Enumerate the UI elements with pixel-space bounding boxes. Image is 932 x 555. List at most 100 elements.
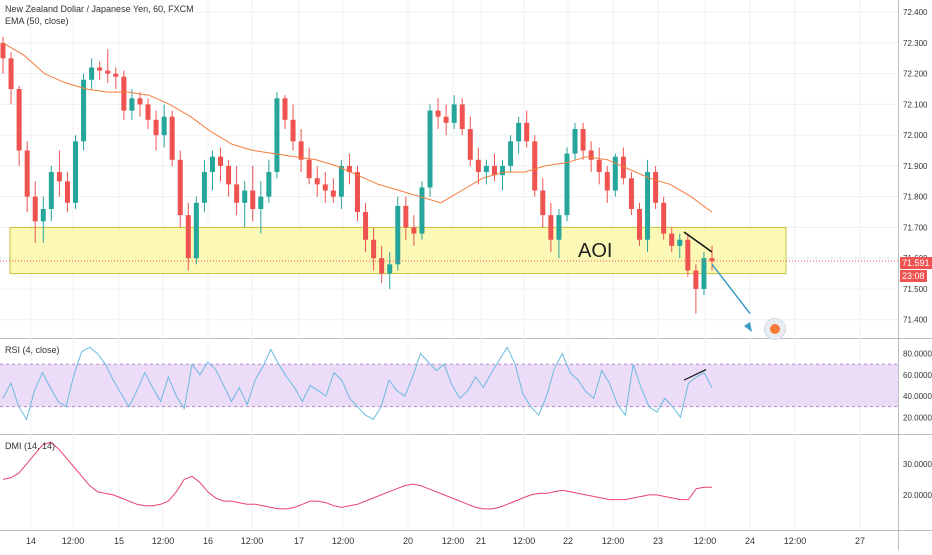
y-tick-label: 72.100 — [903, 100, 928, 109]
y-tick-label: 71.400 — [903, 316, 928, 325]
candle-body — [564, 153, 570, 216]
candle-body — [548, 215, 554, 240]
candle-body — [306, 159, 312, 179]
x-tick-label: 12:00 — [62, 536, 85, 546]
candle-body — [121, 76, 127, 111]
chart-title: New Zealand Dollar / Japanese Yen, 60, F… — [5, 4, 194, 14]
candle-body — [89, 67, 95, 80]
candle-body — [137, 98, 143, 105]
rsi-legend: RSI (4, close) — [5, 345, 60, 355]
rsi-band — [0, 364, 898, 407]
dmi-legend: DMI (14, 14) — [5, 441, 56, 451]
candle-body — [330, 190, 336, 197]
candle-body — [709, 258, 715, 262]
candle-body — [459, 104, 465, 130]
candle-body — [524, 122, 530, 142]
candle-body — [701, 258, 707, 289]
candle-body — [169, 116, 175, 160]
candle-body — [443, 116, 449, 123]
x-tick-label: 12:00 — [332, 536, 355, 546]
candle-body — [693, 270, 699, 289]
candle-body — [467, 129, 473, 160]
rsi-line — [2, 346, 713, 421]
rsi-tick-label: 40.0000 — [903, 392, 932, 401]
candle-body — [201, 172, 207, 203]
x-tick-label: 12:00 — [784, 536, 807, 546]
candle-body — [73, 141, 79, 203]
candle-body — [161, 116, 167, 136]
candle-body — [427, 110, 433, 188]
candle-body — [435, 110, 441, 117]
dmi-line — [2, 441, 712, 510]
y-tick-label: 71.500 — [903, 285, 928, 294]
x-tick-label: 12:00 — [442, 536, 465, 546]
y-tick-label: 72.400 — [903, 8, 928, 17]
candle-body — [258, 196, 264, 209]
candle-body — [298, 141, 304, 160]
candle-body — [338, 165, 344, 197]
candle-body — [532, 141, 538, 191]
candle-body — [355, 172, 360, 213]
x-tick-label: 23 — [653, 536, 663, 546]
candle-body — [653, 172, 659, 203]
candle-body — [56, 172, 62, 182]
y-tick-label: 71.900 — [903, 162, 928, 171]
candle-body — [81, 79, 87, 142]
x-tick-label: 12:00 — [241, 536, 264, 546]
candle-body — [24, 150, 30, 197]
candle-body — [387, 264, 393, 274]
x-tick-label: 21 — [476, 536, 486, 546]
candle-body — [282, 98, 288, 120]
candle-body — [596, 159, 602, 173]
countdown-tag: 23:08 — [900, 270, 927, 282]
rsi-tick-label: 60.0000 — [903, 371, 932, 380]
candle-body — [8, 58, 14, 90]
candle-body — [226, 165, 232, 185]
x-tick-label: 12:00 — [152, 536, 175, 546]
x-tick-label: 12:00 — [513, 536, 536, 546]
candle-body — [620, 156, 626, 179]
x-tick-label: 17 — [294, 536, 304, 546]
dmi-tick-label: 20.0000 — [903, 491, 932, 500]
candle-body — [0, 42, 6, 59]
x-tick-label: 16 — [203, 536, 213, 546]
candle-body — [346, 165, 352, 173]
y-tick-label: 71.800 — [903, 193, 928, 202]
candle-body — [234, 184, 240, 203]
replay-icon[interactable] — [764, 318, 786, 340]
candle-body — [371, 239, 377, 259]
dmi-tick-label: 30.0000 — [903, 460, 932, 469]
candle-body — [483, 165, 489, 173]
ema-legend: EMA (50, close) — [5, 16, 69, 26]
candle-body — [32, 196, 38, 222]
candle-body — [113, 73, 119, 77]
candle-body — [218, 156, 224, 166]
candle-body — [209, 156, 215, 173]
candle-body — [645, 172, 651, 240]
rsi-tick-label: 80.0000 — [903, 350, 932, 359]
candle-body — [669, 233, 675, 246]
candle-body — [153, 119, 159, 136]
x-tick-label: 15 — [114, 536, 124, 546]
candle-body — [242, 190, 248, 203]
candle-body — [250, 190, 256, 209]
y-tick-label: 72.200 — [903, 70, 928, 79]
candle-body — [290, 119, 296, 142]
candle-body — [451, 104, 457, 123]
candle-body — [491, 165, 497, 176]
candle-body — [48, 172, 54, 209]
projection-arrow — [711, 263, 751, 315]
candle-body — [363, 212, 369, 240]
candle-body — [105, 70, 111, 74]
candle-body — [580, 129, 586, 151]
candle-body — [604, 172, 610, 191]
candle-body — [185, 215, 191, 259]
candle-body — [677, 239, 683, 246]
candle-body — [411, 227, 417, 234]
candle-body — [403, 205, 409, 228]
ema-line — [2, 42, 713, 213]
candle-body — [572, 129, 578, 154]
candle-body — [379, 258, 385, 274]
